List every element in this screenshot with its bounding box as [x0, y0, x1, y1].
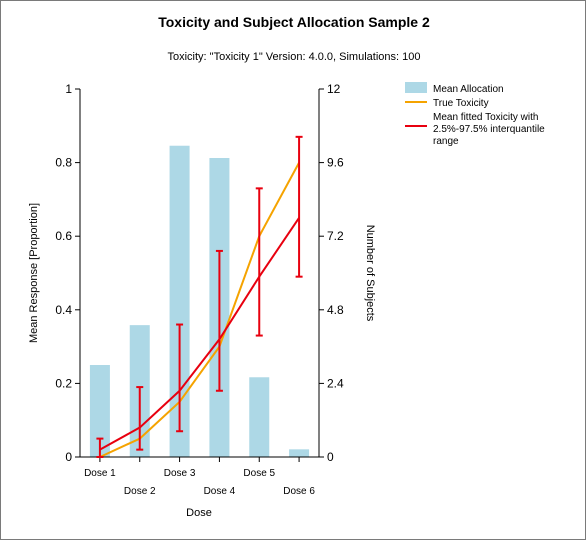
y-right-tick-label: 9.6 [327, 156, 344, 170]
allocation-bar [169, 145, 190, 457]
bars-layer [89, 145, 310, 457]
x-tick-label: Dose 6 [283, 486, 315, 497]
legend-label-fitted-toxicity-line-2: 2.5%-97.5% interquantile [433, 124, 545, 135]
y-right-tick-label: 12 [327, 82, 341, 96]
legend-label-mean-allocation: Mean Allocation [433, 84, 504, 95]
x-tick-label: Dose 2 [124, 486, 156, 497]
fitted-toxicity-error-bar [176, 323, 184, 433]
x-axis-label: Dose [186, 507, 212, 519]
y-left-tick-label: 1 [65, 82, 72, 96]
x-tick-label: Dose 5 [243, 468, 275, 479]
fitted-toxicity-error-bar [96, 437, 104, 458]
allocation-bar [89, 365, 110, 457]
lines-layer [96, 135, 303, 458]
fitted-toxicity-error-bar [295, 135, 303, 278]
y-axis-left-label: Mean Response [Proportion] [28, 203, 40, 343]
y-axis-right-label: Number of Subjects [364, 225, 376, 322]
fitted-toxicity-error-bar [136, 386, 144, 451]
x-tick-label: Dose 1 [84, 468, 116, 479]
legend-label-fitted-toxicity-line-3: range [433, 136, 459, 147]
y-left-tick-label: 0.8 [55, 156, 72, 170]
legend-label-fitted-toxicity-line-1: Mean fitted Toxicity with [433, 112, 538, 123]
x-tick-label: Dose 3 [164, 468, 196, 479]
x-tick-label: Dose 4 [204, 486, 236, 497]
fitted-toxicity-line [99, 217, 300, 451]
legend: Mean Allocation True Toxicity Mean fitte… [405, 82, 545, 147]
legend-label-true-toxicity: True Toxicity [433, 98, 489, 109]
fitted-toxicity-error-bar [215, 249, 223, 392]
chart-subtitle: Toxicity: "Toxicity 1" Version: 4.0.0, S… [168, 51, 421, 63]
axes-layer: 0 0.2 0.4 0.6 0.8 1 0 2.4 4.8 7.2 9.6 12 Dose 1 Dose … [55, 82, 344, 497]
allocation-bar [289, 449, 310, 457]
fitted-toxicity-error-bar [255, 187, 263, 337]
y-right-tick-label: 2.4 [327, 376, 344, 390]
chart-title: Toxicity and Subject Allocation Sample 2 [158, 14, 430, 30]
y-right-tick-label: 4.8 [327, 303, 344, 317]
y-left-tick-label: 0.6 [55, 229, 72, 243]
true-toxicity-line [99, 162, 300, 458]
y-right-tick-label: 0 [327, 450, 334, 464]
legend-swatch-mean-allocation [405, 82, 427, 93]
y-left-tick-label: 0 [65, 450, 72, 464]
y-left-tick-label: 0.4 [55, 303, 72, 317]
allocation-bar [249, 377, 270, 457]
y-left-tick-label: 0.2 [55, 376, 72, 390]
y-right-tick-label: 7.2 [327, 229, 344, 243]
